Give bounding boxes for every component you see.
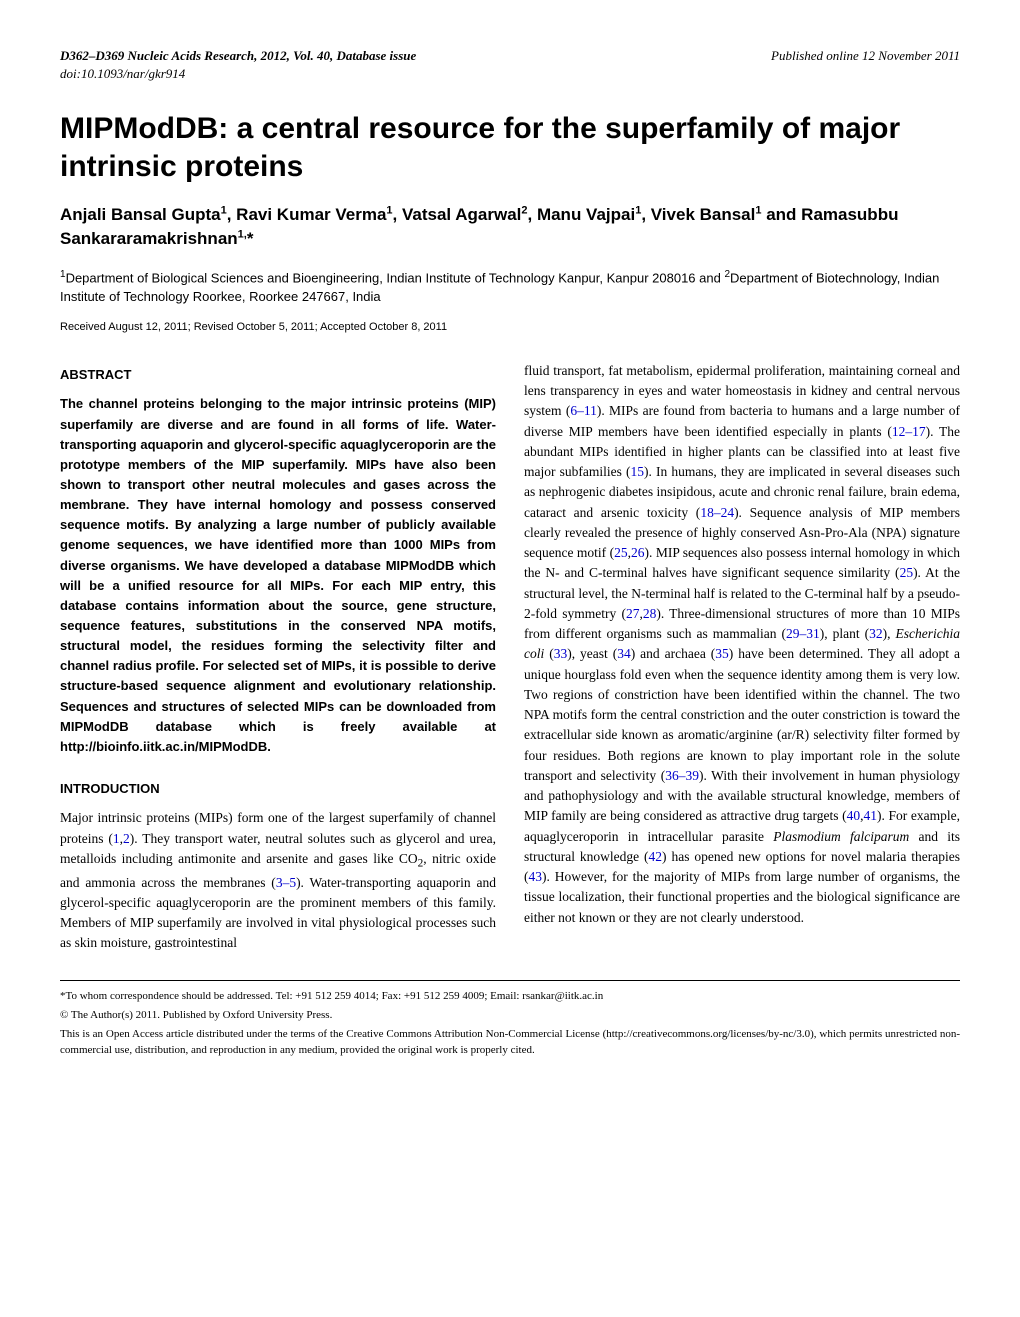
abstract-heading: ABSTRACT	[60, 365, 496, 385]
footnotes: *To whom correspondence should be addres…	[60, 989, 960, 1059]
doi: doi:10.1093/nar/gkr914	[60, 66, 960, 82]
footnote-separator	[60, 980, 960, 981]
abstract-body: The channel proteins belonging to the ma…	[60, 394, 496, 757]
right-column: fluid transport, fat metabolism, epiderm…	[524, 361, 960, 954]
correspondence-footnote: *To whom correspondence should be addres…	[60, 989, 960, 1004]
left-column: ABSTRACT The channel proteins belonging …	[60, 361, 496, 954]
authors: Anjali Bansal Gupta1, Ravi Kumar Verma1,…	[60, 203, 960, 251]
affiliations: 1Department of Biological Sciences and B…	[60, 267, 960, 307]
license-footnote: This is an Open Access article distribut…	[60, 1027, 960, 1058]
introduction-body-left: Major intrinsic proteins (MIPs) form one…	[60, 808, 496, 953]
page-header: D362–D369 Nucleic Acids Research, 2012, …	[60, 48, 960, 64]
two-column-layout: ABSTRACT The channel proteins belonging …	[60, 361, 960, 954]
journal-info: D362–D369 Nucleic Acids Research, 2012, …	[60, 48, 416, 64]
published-date: Published online 12 November 2011	[771, 48, 960, 64]
introduction-body-right: fluid transport, fat metabolism, epiderm…	[524, 361, 960, 928]
article-title: MIPModDB: a central resource for the sup…	[60, 110, 960, 185]
copyright-footnote: © The Author(s) 2011. Published by Oxfor…	[60, 1008, 960, 1023]
submission-dates: Received August 12, 2011; Revised Octobe…	[60, 321, 960, 333]
introduction-heading: INTRODUCTION	[60, 779, 496, 799]
